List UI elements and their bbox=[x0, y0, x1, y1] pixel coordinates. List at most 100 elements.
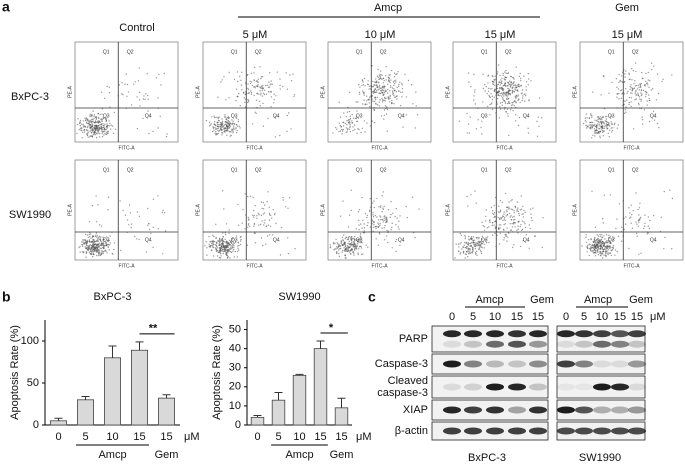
event-dot bbox=[216, 123, 219, 126]
event-dot bbox=[111, 125, 114, 127]
event-dot bbox=[350, 209, 352, 212]
event-dot bbox=[254, 242, 257, 244]
event-dot bbox=[457, 243, 460, 245]
event-dot bbox=[613, 123, 616, 126]
event-dot bbox=[484, 90, 486, 92]
event-dot bbox=[235, 235, 238, 237]
event-dot bbox=[597, 120, 599, 122]
event-dot bbox=[647, 79, 650, 81]
event-dot bbox=[106, 236, 108, 238]
event-dot bbox=[608, 237, 610, 239]
event-dot bbox=[229, 135, 231, 137]
event-dot bbox=[84, 241, 86, 244]
event-dot bbox=[338, 255, 341, 258]
blot-band bbox=[486, 340, 504, 348]
blot-band bbox=[486, 360, 504, 368]
event-dot bbox=[80, 129, 83, 131]
event-dot bbox=[373, 221, 376, 223]
event-dot bbox=[599, 243, 601, 245]
event-dot bbox=[635, 232, 638, 235]
event-dot bbox=[236, 132, 238, 134]
event-dot bbox=[383, 114, 385, 117]
event-dot bbox=[95, 131, 97, 134]
bar bbox=[250, 416, 265, 426]
lane-label: 15 bbox=[614, 311, 626, 323]
event-dot bbox=[215, 223, 217, 225]
event-dot bbox=[165, 135, 168, 138]
event-dot bbox=[537, 116, 539, 118]
event-dot bbox=[85, 240, 87, 243]
event-dot bbox=[644, 96, 647, 98]
event-dot bbox=[396, 217, 398, 219]
blot-band bbox=[464, 383, 482, 391]
event-dot bbox=[471, 252, 473, 254]
event-dot bbox=[346, 248, 349, 250]
event-dot bbox=[369, 106, 371, 108]
quadrant-label: Q1 bbox=[356, 167, 363, 173]
event-dot bbox=[274, 136, 277, 138]
event-dot bbox=[630, 92, 632, 94]
x-tick-label: 0 bbox=[55, 431, 61, 443]
event-dot bbox=[119, 200, 121, 202]
event-dot bbox=[216, 245, 218, 248]
event-dot bbox=[469, 245, 471, 247]
event-dot bbox=[621, 89, 623, 91]
event-dot bbox=[102, 236, 104, 238]
event-dot bbox=[378, 84, 381, 87]
x-tick-label: 0 bbox=[254, 431, 260, 443]
event-dot bbox=[240, 79, 242, 82]
event-dot bbox=[253, 79, 255, 81]
event-dot bbox=[354, 117, 357, 120]
event-dot bbox=[86, 122, 88, 125]
event-dot bbox=[513, 105, 515, 107]
event-dot bbox=[259, 90, 261, 92]
event-dot bbox=[591, 137, 593, 139]
event-dot bbox=[491, 102, 493, 104]
event-dot bbox=[653, 119, 656, 121]
event-dot bbox=[636, 235, 638, 237]
event-dot bbox=[491, 74, 493, 77]
event-dot bbox=[381, 101, 384, 103]
event-dot bbox=[97, 249, 99, 251]
event-dot bbox=[236, 88, 238, 90]
event-dot bbox=[514, 97, 517, 99]
event-dot bbox=[343, 121, 345, 124]
event-dot bbox=[279, 134, 281, 137]
event-dot bbox=[397, 226, 399, 228]
event-dot bbox=[498, 117, 500, 119]
event-dot bbox=[604, 238, 606, 240]
event-dot bbox=[164, 212, 166, 214]
plot-frame bbox=[202, 159, 307, 261]
event-dot bbox=[110, 124, 112, 126]
event-dot bbox=[247, 223, 250, 225]
event-dot bbox=[592, 91, 594, 93]
event-dot bbox=[392, 81, 395, 83]
event-dot bbox=[249, 82, 252, 85]
event-dot bbox=[487, 74, 490, 77]
event-dot bbox=[84, 126, 87, 128]
event-dot bbox=[600, 122, 603, 125]
event-dot bbox=[77, 123, 79, 126]
event-dot bbox=[608, 252, 610, 254]
event-dot bbox=[594, 226, 597, 229]
event-dot bbox=[485, 238, 487, 241]
event-dot bbox=[99, 244, 102, 246]
event-dot bbox=[373, 84, 375, 86]
event-dot bbox=[217, 127, 219, 130]
event-dot bbox=[640, 92, 642, 94]
event-dot bbox=[468, 81, 470, 83]
event-dot bbox=[89, 244, 92, 246]
event-dot bbox=[527, 72, 530, 75]
event-dot bbox=[253, 86, 256, 88]
event-dot bbox=[91, 125, 93, 128]
axis-label: PE-A bbox=[67, 86, 73, 98]
event-dot bbox=[215, 237, 217, 240]
quadrant-label: Q1 bbox=[608, 167, 615, 173]
event-dot bbox=[394, 215, 396, 218]
event-dot bbox=[522, 213, 524, 215]
event-dot bbox=[607, 132, 609, 134]
blot-band bbox=[464, 406, 482, 414]
event-dot bbox=[221, 240, 224, 242]
event-dot bbox=[503, 239, 505, 241]
event-dot bbox=[362, 90, 364, 92]
